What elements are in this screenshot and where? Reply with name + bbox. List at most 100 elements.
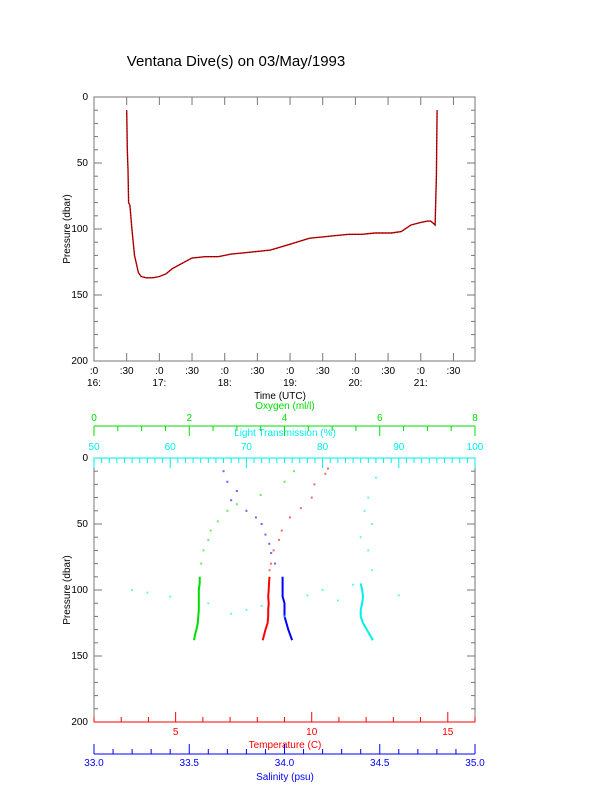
light-transmission-point <box>321 589 324 591</box>
light-transmission-profile <box>359 583 374 641</box>
salinity-point <box>226 480 229 483</box>
salinity-point <box>254 516 257 519</box>
light-transmission-point <box>230 612 233 615</box>
oxygen-point <box>259 493 262 496</box>
oxygen-tick-label: 0 <box>91 413 97 424</box>
light-tick-label: 70 <box>241 442 253 453</box>
temperature-point <box>269 562 272 565</box>
bottom-y-tick-label: 50 <box>77 519 89 530</box>
oxygen-point <box>226 509 229 512</box>
light-transmission-point <box>146 591 149 594</box>
light-tick-label: 50 <box>88 442 100 453</box>
top-x-tick-label: :30 <box>446 366 460 377</box>
temperature-tick-label: 15 <box>442 727 454 738</box>
salinity-profile <box>281 576 294 641</box>
salinity-point <box>222 470 225 473</box>
top-x-tick-label: :30 <box>316 366 330 377</box>
light-transmission-point <box>359 536 362 539</box>
temperature-point <box>327 467 330 470</box>
oxygen-point <box>283 480 286 483</box>
salinity-point <box>230 499 233 502</box>
salinity-tick-label: 34.0 <box>275 758 295 769</box>
temperature-tick-label: 5 <box>173 727 179 738</box>
top-x-tick-label: :0 <box>155 366 164 377</box>
light-transmission-point <box>260 604 263 607</box>
light-transmission-point <box>352 583 355 586</box>
salinity-tick-label: 33.5 <box>180 758 200 769</box>
light-transmission-point <box>169 595 172 598</box>
top-y-tick-label: 0 <box>82 92 88 103</box>
top-x-tick-label: 18: <box>218 378 232 389</box>
light-transmission-point <box>371 569 374 572</box>
top-x-tick-label: :0 <box>286 366 295 377</box>
salinity-tick-label: 34.5 <box>370 758 390 769</box>
temperature-point <box>278 538 281 541</box>
top-y-tick-label: 50 <box>77 158 89 169</box>
bottom-y-tick-label: 150 <box>71 651 88 662</box>
top-x-tick-label: :30 <box>381 366 395 377</box>
light-transmission-point <box>397 594 400 597</box>
top-y-tick-label: 200 <box>71 356 88 367</box>
oxygen-tick-label: 8 <box>472 413 478 424</box>
light-tick-label: 80 <box>317 442 329 453</box>
oxygen-point <box>207 538 210 541</box>
light-transmission-point <box>367 496 370 499</box>
top-x-tick-label: 21: <box>414 378 428 389</box>
top-x-tick-label: :30 <box>185 366 199 377</box>
oxygen-tick-label: 6 <box>377 413 383 424</box>
top-y-tick-label: 100 <box>71 224 88 235</box>
light-tick-label: 90 <box>393 442 405 453</box>
top-x-axis-label: Time (UTC) <box>254 391 306 402</box>
salinity-tick-label: 35.0 <box>465 758 485 769</box>
light-transmission-point <box>245 608 248 611</box>
temperature-point <box>299 507 302 510</box>
temperature-point <box>272 549 275 552</box>
top-x-tick-label: :0 <box>351 366 360 377</box>
bottom-y-tick-label: 100 <box>71 585 88 596</box>
light-transmission-point <box>371 523 374 525</box>
light-transmission-point <box>207 602 210 605</box>
oxygen-tick-label: 4 <box>282 413 288 424</box>
temperature-point <box>324 472 327 475</box>
top-y-tick-label: 150 <box>71 290 88 301</box>
light-transmission-point <box>374 476 377 479</box>
top-x-tick-label: :0 <box>221 366 230 377</box>
temperature-point <box>310 496 313 499</box>
light-tick-label: 100 <box>467 442 484 453</box>
top-y-axis-label: Pressure (dbar) <box>62 194 73 263</box>
temperature-point <box>280 529 283 532</box>
top-x-tick-label: :30 <box>250 366 264 377</box>
top-x-tick-label: 19: <box>283 378 297 389</box>
oxygen-point <box>200 562 203 565</box>
salinity-point <box>260 523 263 525</box>
top-x-tick-label: 16: <box>87 378 101 389</box>
oxygen-point <box>235 503 238 506</box>
salinity-tick-label: 33.0 <box>84 758 104 769</box>
light-transmission-point <box>367 549 370 552</box>
temperature-point <box>268 569 271 572</box>
light-transmission-point <box>131 589 134 591</box>
top-plot-frame <box>93 96 476 362</box>
oxygen-point <box>202 549 205 552</box>
top-x-tick-label: :30 <box>120 366 134 377</box>
bottom-y-tick-label: 0 <box>82 453 88 464</box>
salinity-point <box>270 552 273 555</box>
top-x-tick-label: :0 <box>417 366 426 377</box>
pressure-line <box>126 110 438 279</box>
temperature-point <box>288 516 291 519</box>
oxygen-point <box>216 520 219 523</box>
salinity-point <box>268 542 271 545</box>
bottom-y-tick-label: 200 <box>71 717 88 728</box>
top-x-tick-label: 20: <box>348 378 362 389</box>
light-transmission-point <box>283 615 286 618</box>
oxygen-point <box>293 470 296 473</box>
bottom-plot-frame <box>93 457 476 723</box>
salinity-point <box>245 509 248 512</box>
top-x-tick-label: :0 <box>90 366 99 377</box>
salinity-point <box>264 533 267 536</box>
light-transmission-point <box>336 599 339 602</box>
light-tick-label: 60 <box>165 442 177 453</box>
chart-title: Ventana Dive(s) on 03/May/1993 <box>127 53 345 70</box>
